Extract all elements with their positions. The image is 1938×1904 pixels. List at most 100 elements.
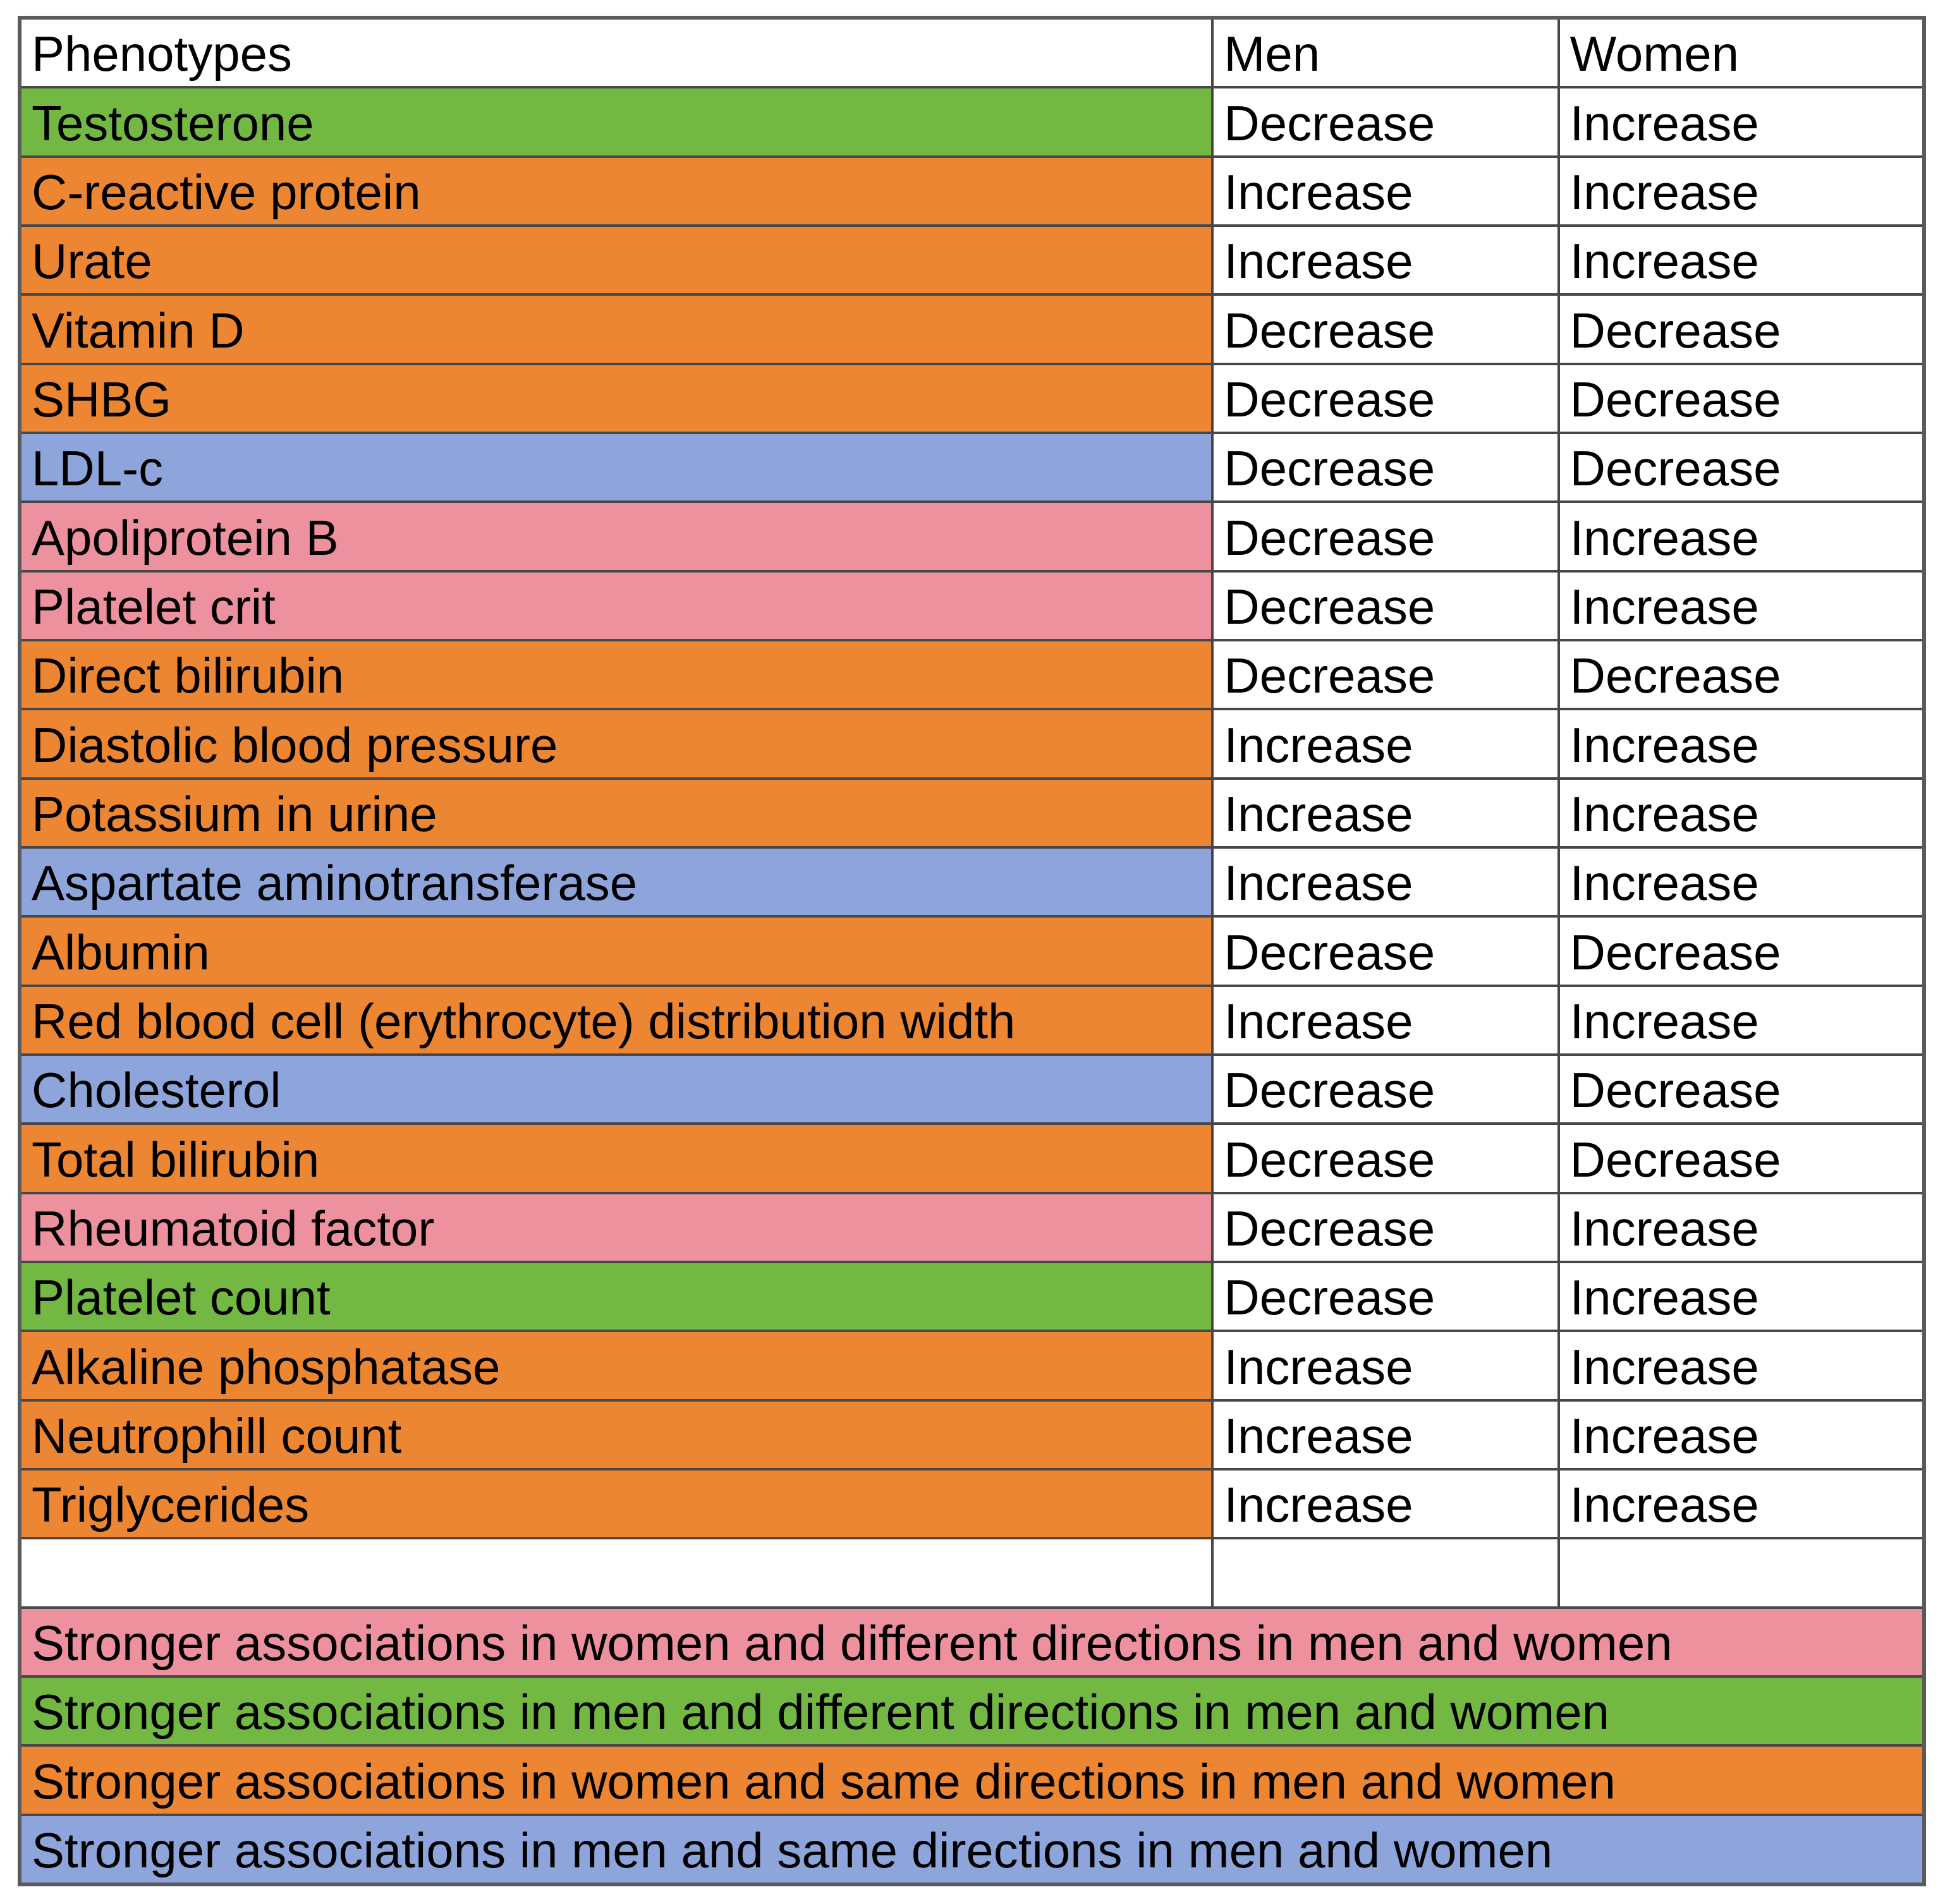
phenotype-cell: Urate [21,226,1212,294]
women-value-cell: Increase [1557,1332,1922,1399]
phenotype-cell: Alkaline phosphatase [21,1332,1212,1399]
men-value-cell: Increase [1211,157,1557,224]
phenotype-cell: Aspartate aminotransferase [21,848,1212,916]
empty-cell-phenotypes [21,1539,1211,1606]
legend-row: Stronger associations in men and differe… [21,1675,1922,1745]
legend-label: Stronger associations in men and same di… [21,1816,1922,1883]
men-value-cell: Decrease [1211,641,1557,708]
legend-row: Stronger associations in women and same … [21,1744,1922,1814]
phenotype-cell: Potassium in urine [21,779,1212,846]
phenotype-cell: C-reactive protein [21,157,1212,224]
header-row: Phenotypes Men Women [21,20,1922,87]
phenotype-cell: Vitamin D [21,296,1212,363]
women-value-cell: Decrease [1557,434,1922,501]
table-row: Apoliprotein B Decrease Increase [21,500,1922,570]
empty-cell-women [1557,1539,1922,1606]
men-value-cell: Increase [1211,710,1557,777]
men-value-cell: Decrease [1211,918,1557,985]
phenotype-cell: Red blood cell (erythrocyte) distributio… [21,986,1212,1053]
men-value-cell: Increase [1211,986,1557,1053]
phenotype-cell: Diastolic blood pressure [21,710,1212,777]
phenotype-cell: SHBG [21,365,1212,432]
table-row: Platelet crit Decrease Increase [21,569,1922,639]
empty-cell-men [1211,1539,1557,1606]
women-value-cell: Increase [1557,848,1922,916]
table-row: Diastolic blood pressure Increase Increa… [21,708,1922,777]
men-value-cell: Increase [1211,848,1557,916]
phenotype-cell: Apoliprotein B [21,503,1212,570]
table-row: Alkaline phosphatase Increase Increase [21,1330,1922,1399]
table-row: Triglycerides Increase Increase [21,1467,1922,1537]
women-value-cell: Decrease [1557,918,1922,985]
column-header-men: Men [1211,20,1557,87]
phenotype-cell: Platelet count [21,1263,1212,1330]
table-row: C-reactive protein Increase Increase [21,155,1922,224]
phenotype-cell: Total bilirubin [21,1125,1212,1192]
men-value-cell: Increase [1211,1332,1557,1399]
women-value-cell: Increase [1557,1401,1922,1468]
phenotype-cell: Platelet crit [21,572,1212,639]
women-value-cell: Decrease [1557,296,1922,363]
table-row: Testosterone Decrease Increase [21,86,1922,155]
table-row: Direct bilirubin Decrease Decrease [21,638,1922,708]
women-value-cell: Increase [1557,779,1922,846]
women-value-cell: Decrease [1557,1125,1922,1192]
women-value-cell: Increase [1557,157,1922,224]
men-value-cell: Decrease [1211,572,1557,639]
table-row: Red blood cell (erythrocyte) distributio… [21,984,1922,1053]
table-row: Rheumatoid factor Decrease Increase [21,1191,1922,1261]
men-value-cell: Decrease [1211,365,1557,432]
table-row: Albumin Decrease Decrease [21,915,1922,985]
table-row: Urate Increase Increase [21,224,1922,294]
legend-row: Stronger associations in women and diffe… [21,1606,1922,1675]
phenotype-cell: Albumin [21,918,1212,985]
table-row: Total bilirubin Decrease Decrease [21,1122,1922,1192]
women-value-cell: Decrease [1557,1055,1922,1123]
men-value-cell: Increase [1211,1401,1557,1468]
column-header-women: Women [1557,20,1922,87]
table-row: Vitamin D Decrease Decrease [21,293,1922,363]
men-value-cell: Decrease [1211,434,1557,501]
phenotype-cell: Cholesterol [21,1055,1212,1123]
women-value-cell: Increase [1557,1263,1922,1330]
women-value-cell: Decrease [1557,365,1922,432]
men-value-cell: Decrease [1211,503,1557,570]
table-row: Aspartate aminotransferase Increase Incr… [21,846,1922,916]
table-row: Potassium in urine Increase Increase [21,777,1922,846]
phenotype-cell: Direct bilirubin [21,641,1212,708]
men-value-cell: Increase [1211,226,1557,294]
table-row: Cholesterol Decrease Decrease [21,1053,1922,1123]
men-value-cell: Increase [1211,779,1557,846]
women-value-cell: Increase [1557,88,1922,155]
men-value-cell: Increase [1211,1470,1557,1537]
women-value-cell: Increase [1557,1470,1922,1537]
table-row: Platelet count Decrease Increase [21,1260,1922,1330]
phenotype-cell: Triglycerides [21,1470,1212,1537]
legend-row: Stronger associations in men and same di… [21,1813,1922,1883]
table-row: SHBG Decrease Decrease [21,362,1922,432]
women-value-cell: Increase [1557,503,1922,570]
empty-row [21,1537,1922,1606]
legend-label: Stronger associations in men and differe… [21,1677,1922,1745]
men-value-cell: Decrease [1211,296,1557,363]
phenotype-cell: LDL-c [21,434,1212,501]
men-value-cell: Decrease [1211,1125,1557,1192]
women-value-cell: Decrease [1557,641,1922,708]
men-value-cell: Decrease [1211,1055,1557,1123]
phenotype-cell: Neutrophill count [21,1401,1212,1468]
women-value-cell: Increase [1557,986,1922,1053]
phenotype-association-table: Phenotypes Men Women Testosterone Decrea… [18,16,1926,1886]
table-row: Neutrophill count Increase Increase [21,1398,1922,1468]
table-row: LDL-c Decrease Decrease [21,431,1922,501]
men-value-cell: Decrease [1211,88,1557,155]
women-value-cell: Increase [1557,710,1922,777]
legend-label: Stronger associations in women and same … [21,1747,1922,1814]
men-value-cell: Decrease [1211,1263,1557,1330]
women-value-cell: Increase [1557,1194,1922,1261]
women-value-cell: Increase [1557,226,1922,294]
men-value-cell: Decrease [1211,1194,1557,1261]
phenotype-cell: Testosterone [21,88,1212,155]
phenotype-cell: Rheumatoid factor [21,1194,1212,1261]
women-value-cell: Increase [1557,572,1922,639]
